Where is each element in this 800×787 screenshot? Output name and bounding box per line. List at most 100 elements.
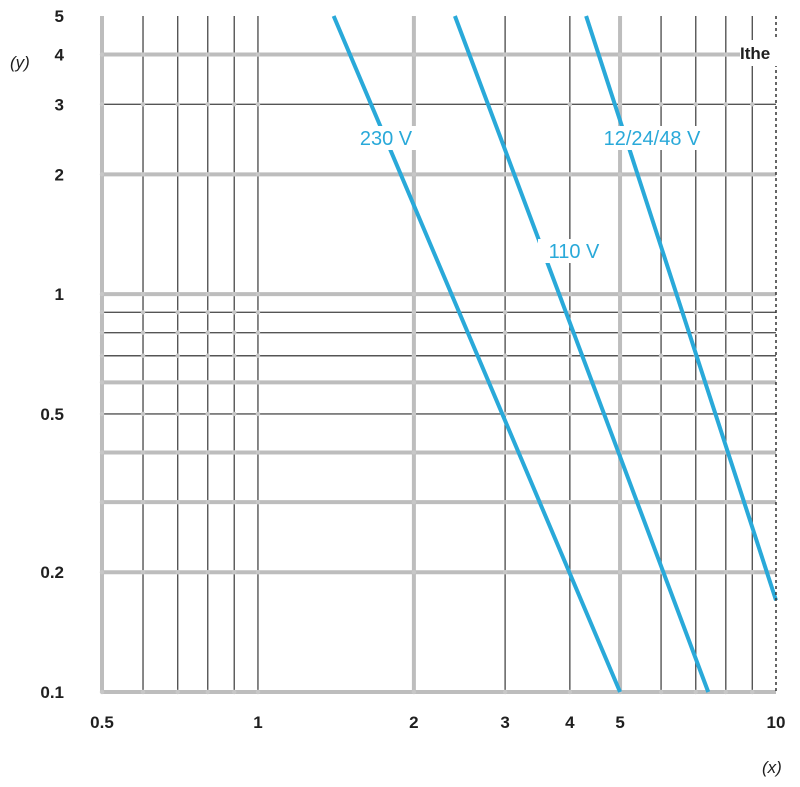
grid-dot (723, 52, 728, 57)
grid-dot (567, 499, 573, 505)
grid-dot (617, 310, 623, 315)
grid-dot (255, 450, 261, 455)
y-tick-label: 0.2 (40, 563, 64, 582)
grid-dot (255, 499, 261, 505)
x-tick-label: 4 (565, 713, 575, 732)
grid-dot (99, 310, 105, 315)
grid-dot (205, 291, 210, 297)
grid-dot (723, 353, 728, 358)
grid-dot (750, 689, 755, 695)
grid-dot (617, 353, 623, 358)
x-tick-label: 1 (253, 713, 262, 732)
grid-dot (99, 102, 105, 107)
grid-dot (411, 499, 417, 505)
grid-dot (140, 102, 146, 107)
grid-dot (658, 102, 664, 107)
grid-dot (658, 310, 664, 315)
grid-dot (140, 52, 146, 57)
x-tick-label: 0.5 (90, 713, 114, 732)
series-group: 230 V 110 V 12/24/48 V (331, 15, 778, 693)
grid-dot (232, 52, 237, 57)
grid-dot (567, 291, 573, 297)
grid-dot (175, 380, 180, 385)
grid-dot (140, 411, 146, 417)
grid-dot (232, 450, 237, 455)
grid-dot (411, 291, 417, 297)
grid-dot (99, 291, 105, 297)
grid-dot (255, 570, 261, 575)
y-tick-label: 1 (55, 285, 64, 304)
grid-dot (567, 353, 573, 358)
grid-dot (205, 689, 210, 695)
series-label: 230 V (360, 128, 413, 150)
grid-dot (205, 411, 210, 417)
grid-dot (723, 310, 728, 315)
grid-dot (567, 52, 573, 57)
grid-dot (140, 310, 146, 315)
grid-dot (140, 353, 146, 358)
grid-dot (99, 172, 105, 177)
grid-dot (411, 450, 417, 455)
grid-dot (502, 499, 508, 505)
series-label: 12/24/48 V (604, 128, 701, 150)
grid-dot (723, 570, 728, 575)
grid-dot (411, 411, 417, 417)
grid-dot (502, 689, 508, 695)
grid-dot (502, 102, 508, 107)
grid-dot (99, 330, 105, 335)
grid-dot (658, 353, 664, 358)
grid-dot (99, 353, 105, 358)
grid-dot (205, 52, 210, 57)
grid-dot (693, 450, 698, 455)
grid-dot (411, 330, 417, 335)
grid-dot (750, 411, 755, 417)
y-tick-label: 0.5 (40, 405, 64, 424)
grid-dot (205, 570, 210, 575)
grid-dot (205, 102, 210, 107)
grid-dot (255, 310, 261, 315)
grid-dot (411, 380, 417, 385)
grid-dot (255, 291, 261, 297)
grid-dot (502, 52, 508, 57)
grid-dot (502, 310, 508, 315)
grid-dot (140, 172, 146, 177)
ithe-label: Ithe (740, 44, 770, 63)
grid-dot (567, 172, 573, 177)
grid-dot (658, 380, 664, 385)
grid-dot (567, 380, 573, 385)
grid-dot (205, 172, 210, 177)
grid-dot (750, 310, 755, 315)
grid-dot (750, 570, 755, 575)
grid-dot (693, 689, 698, 695)
grid-dot (175, 570, 180, 575)
grid-dot (140, 499, 146, 505)
grid-dot (411, 102, 417, 107)
grid-dot (658, 499, 664, 505)
grid-dot (140, 330, 146, 335)
grid-dot (693, 291, 698, 297)
grid-dot (99, 411, 105, 417)
grid-dot (750, 499, 755, 505)
grid-dot (502, 291, 508, 297)
grid-dot (411, 52, 417, 57)
grid-dot (255, 353, 261, 358)
grid-dot (140, 291, 146, 297)
grid-dot (567, 411, 573, 417)
x-tick-label: 10 (767, 713, 786, 732)
grid-dot (693, 570, 698, 575)
series-line (584, 15, 778, 601)
grid-dot (411, 353, 417, 358)
grid-dot (205, 310, 210, 315)
grid-dot (693, 310, 698, 315)
grid-dot (567, 310, 573, 315)
grid-dot (255, 172, 261, 177)
grid-dot (658, 330, 664, 335)
ithe-annotation: Ithe (740, 16, 792, 692)
grid-dot (617, 172, 623, 177)
grid-dot (175, 52, 180, 57)
grid-dot (750, 330, 755, 335)
grid-dot (502, 330, 508, 335)
grid-dot (723, 102, 728, 107)
grid-dot (175, 499, 180, 505)
